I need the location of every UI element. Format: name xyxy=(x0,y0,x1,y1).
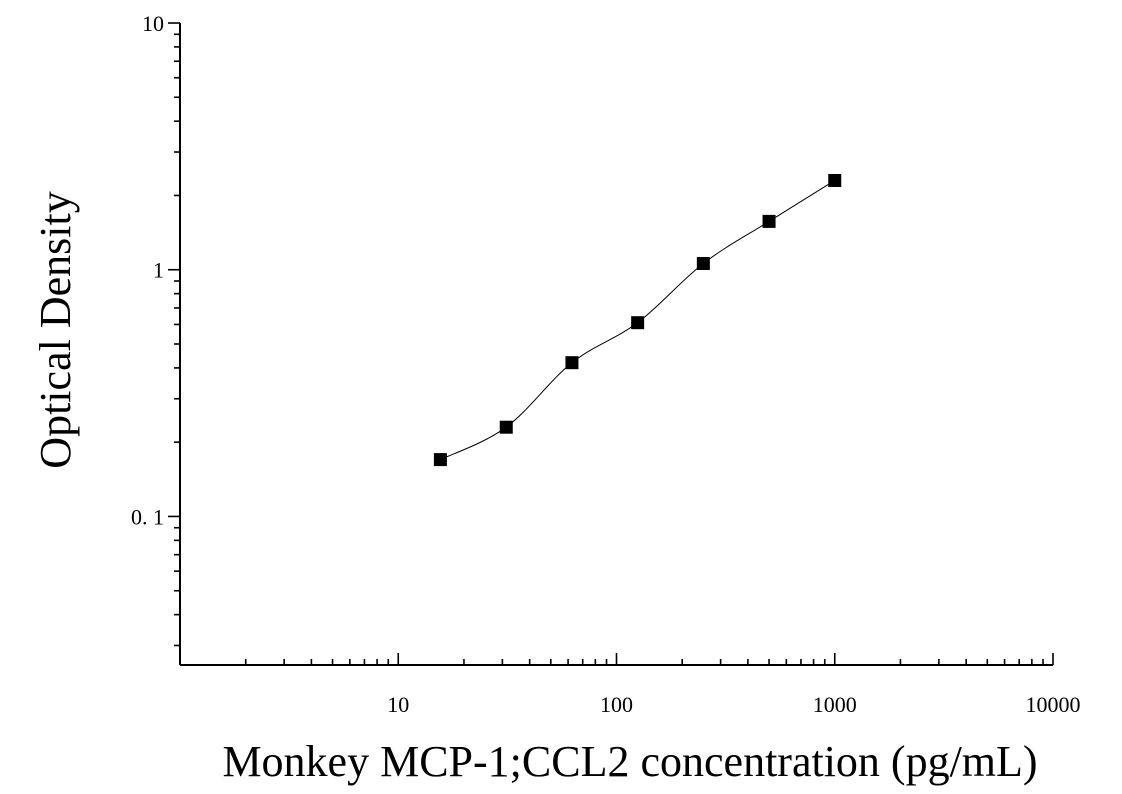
data-point xyxy=(762,214,776,228)
y-axis-ticks: 0. 1 1 10 xyxy=(131,11,180,647)
x-tick-label: 1000 xyxy=(813,692,857,717)
axes xyxy=(179,23,1053,666)
y-tick-label: 10 xyxy=(142,11,164,36)
y-tick-label: 0. 1 xyxy=(131,504,164,529)
data-point xyxy=(631,316,645,330)
data-points-layer xyxy=(433,173,842,467)
x-tick-label: 10000 xyxy=(1026,692,1081,717)
x-tick-label: 100 xyxy=(600,692,633,717)
data-point xyxy=(696,256,710,270)
data-point xyxy=(565,356,579,370)
x-axis-ticks: 10 100 1000 10000 xyxy=(244,653,1081,717)
x-axis-title: Monkey MCP-1;CCL2 concentration (pg/mL) xyxy=(222,737,1037,786)
data-point xyxy=(433,453,447,467)
data-point xyxy=(828,173,842,187)
x-tick-label: 10 xyxy=(387,692,409,717)
y-tick-label: 1 xyxy=(153,258,164,283)
y-axis-title: Optical Density xyxy=(31,191,80,468)
data-point xyxy=(499,420,513,434)
